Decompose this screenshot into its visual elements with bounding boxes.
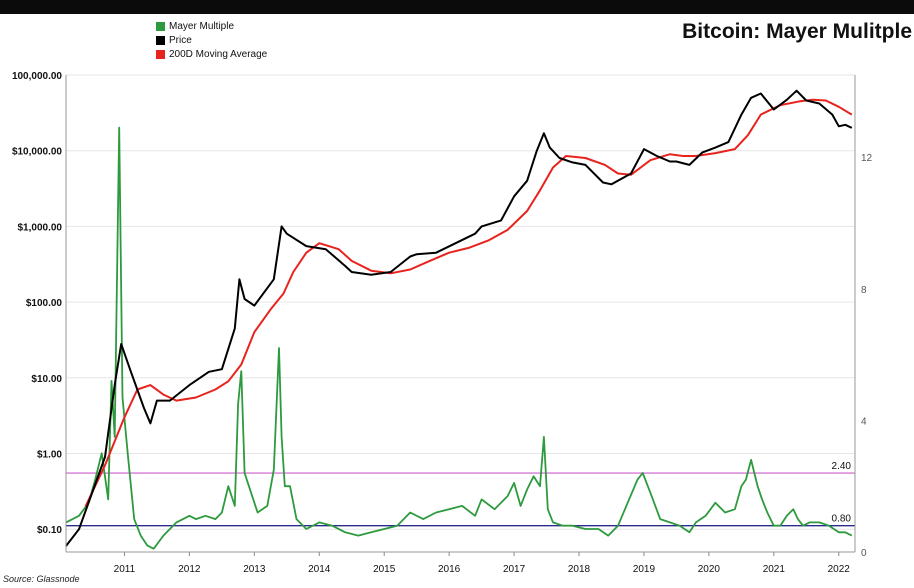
legend-label-mayer: Mayer Multiple [169, 20, 235, 32]
grid [66, 74, 855, 530]
left-tick-label-5: $1.00 [37, 450, 62, 461]
right-tick-label-1: 4 [861, 416, 867, 427]
reference-label-0: 2.40 [832, 461, 852, 472]
series-line-200d-moving-average [84, 98, 853, 507]
x-tick-label-10: 2021 [763, 564, 786, 575]
legend-swatch-ma [156, 49, 165, 59]
legend: Mayer Multiple Price 200D Moving Average [156, 19, 267, 61]
left-tick-label-4: $10.00 [31, 374, 62, 385]
x-tick-label-4: 2015 [373, 564, 396, 575]
reference-lines: 2.40 0.80 [66, 461, 855, 527]
x-tick-label-8: 2019 [633, 564, 656, 575]
legend-item-ma: 200D Moving Average [156, 47, 267, 61]
x-tick-label-7: 2018 [568, 564, 591, 575]
left-tick-label-1: $10,000.00 [12, 147, 62, 158]
legend-label-ma: 200D Moving Average [169, 48, 268, 60]
x-tick-label-3: 2014 [308, 564, 331, 575]
right-tick-label-2: 8 [861, 285, 867, 296]
axes: 100,000.00 $10,000.00 $1,000.00 $100.00 $10.… [12, 71, 873, 575]
chart-title: Bitcoin: Mayer Mulitple [682, 20, 912, 43]
left-tick-label-0: 100,000.00 [12, 71, 62, 82]
left-tick-label-3: $100.00 [26, 298, 63, 309]
series-line-mayer-multiple [65, 126, 853, 550]
x-tick-label-1: 2012 [178, 564, 201, 575]
x-tick-label-5: 2016 [438, 564, 461, 575]
x-tick-label-6: 2017 [503, 564, 526, 575]
right-tick-label-0: 0 [861, 548, 867, 559]
legend-item-mayer: Mayer Multiple [156, 19, 267, 33]
series-layer [65, 89, 853, 550]
right-tick-label-3: 12 [861, 153, 873, 164]
x-tick-label-2: 2013 [243, 564, 266, 575]
series-line-price [65, 89, 853, 547]
legend-label-price: Price [169, 34, 192, 46]
x-tick-label-0: 2011 [114, 564, 136, 575]
top-bar [0, 0, 914, 14]
reference-label-1: 0.80 [832, 514, 852, 525]
legend-item-price: Price [156, 33, 267, 47]
legend-swatch-mayer [156, 21, 165, 31]
x-tick-label-9: 2020 [698, 564, 721, 575]
source-note: Source: Glassnode [3, 574, 80, 584]
left-tick-label-2: $1,000.00 [18, 222, 63, 233]
x-tick-label-11: 2022 [828, 564, 851, 575]
legend-swatch-price [156, 35, 165, 45]
left-tick-label-6: $0.10 [37, 525, 62, 536]
